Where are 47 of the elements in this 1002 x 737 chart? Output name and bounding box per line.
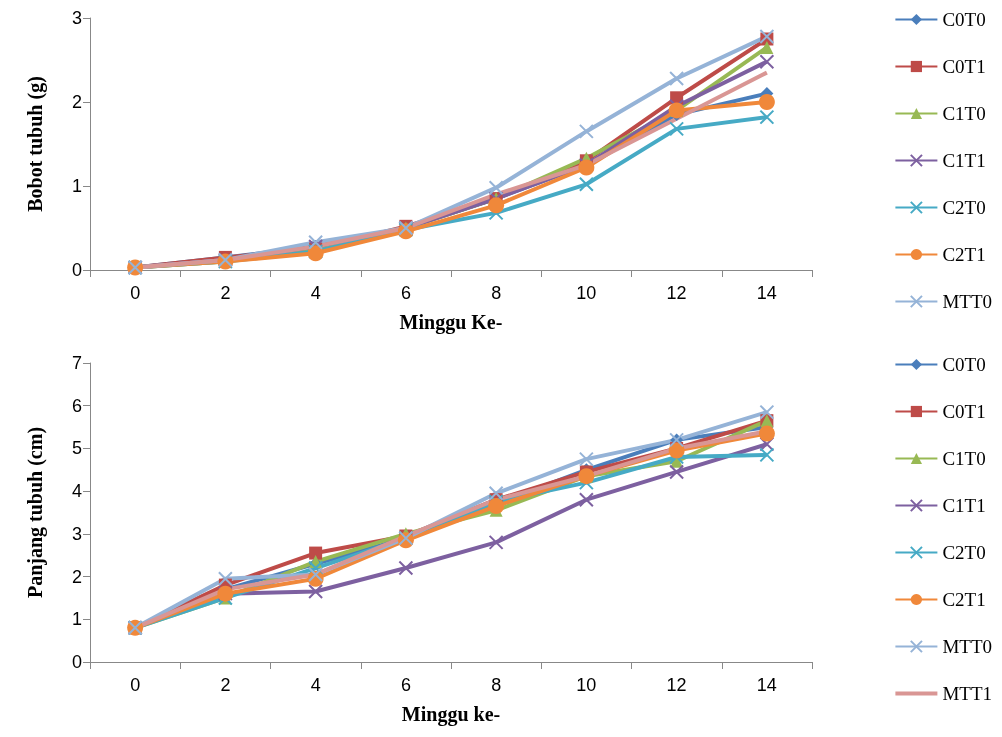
legend-label: C2T0: [942, 542, 986, 563]
legend-label: MTT0: [942, 636, 992, 657]
x-axis-title: Minggu Ke-: [399, 311, 503, 334]
y-tick-label: 2: [71, 92, 82, 112]
x-tick-label: 4: [310, 675, 321, 695]
legend-label: C0T0: [942, 9, 986, 30]
x-tick-label: 8: [491, 283, 502, 303]
legend-label: C1T1: [942, 495, 986, 516]
x-tick-label: 10: [576, 675, 597, 695]
y-axis-title: Bobot tubuh (g): [24, 76, 47, 212]
legend-label: C1T0: [942, 448, 986, 469]
y-tick-label: 3: [71, 8, 82, 28]
x-tick-label: 12: [666, 283, 687, 303]
y-tick-label: 0: [71, 260, 82, 280]
x-tick-label: 14: [756, 675, 777, 695]
legend-label: C0T1: [942, 401, 986, 422]
x-tick-label: 8: [491, 675, 502, 695]
x-tick-label: 14: [756, 283, 777, 303]
x-tick-label: 12: [666, 675, 687, 695]
legend-label: MTT1: [942, 683, 992, 704]
legend-label: C1T1: [942, 150, 986, 171]
x-tick-label: 6: [400, 283, 411, 303]
y-axis-title: Panjang tubuh (cm): [24, 426, 47, 599]
x-tick-label: 2: [220, 675, 231, 695]
y-tick-label: 2: [71, 566, 82, 587]
y-tick-label: 1: [71, 609, 82, 630]
y-tick-label: 1: [71, 176, 82, 196]
legend-label: C2T0: [942, 197, 986, 218]
x-tick-label: 0: [130, 283, 141, 303]
legend-label: C2T1: [942, 589, 986, 610]
y-tick-label: 4: [71, 481, 82, 502]
x-tick-label: 6: [400, 675, 411, 695]
x-tick-label: 0: [130, 675, 141, 695]
legend-label: C2T1: [942, 244, 986, 265]
legend-label: C0T1: [942, 56, 986, 77]
x-tick-label: 10: [576, 283, 597, 303]
y-tick-label: 0: [71, 652, 82, 672]
y-tick-label: 3: [71, 523, 82, 544]
x-tick-label: 2: [220, 283, 231, 303]
legend-label: C0T0: [942, 354, 986, 375]
y-tick-label: 5: [71, 438, 82, 459]
y-tick-label: 6: [71, 395, 82, 416]
legend-label: MTT0: [942, 291, 992, 312]
y-tick-label: 7: [71, 353, 82, 373]
x-tick-label: 4: [310, 283, 321, 303]
legend-label: C1T0: [942, 103, 986, 124]
x-axis-title: Minggu ke-: [401, 703, 501, 726]
